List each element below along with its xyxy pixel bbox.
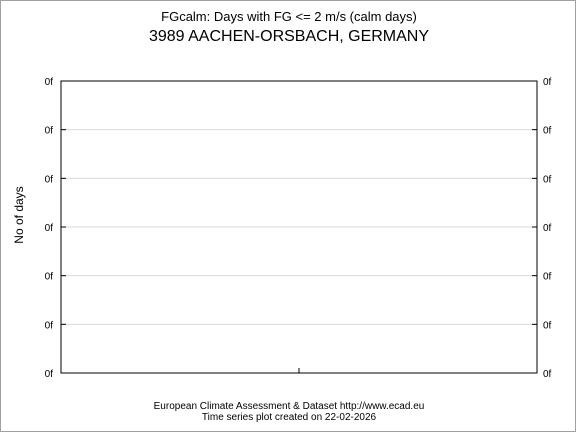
- y-tick-label-right: 0f: [543, 320, 552, 331]
- y-tick-label-right: 0f: [543, 174, 552, 185]
- chart-subtitle: 3989 AACHEN-ORSBACH, GERMANY: [148, 28, 430, 45]
- y-tick-label-left: 0f: [45, 320, 54, 331]
- y-tick-label-right: 0f: [543, 126, 552, 137]
- y-tick-label-right: 0f: [543, 272, 552, 283]
- y-tick-label-left: 0f: [45, 223, 54, 234]
- y-tick-label-left: 0f: [45, 272, 54, 283]
- y-tick-label-left: 0f: [45, 369, 54, 380]
- y-tick-label-left: 0f: [45, 77, 54, 88]
- y-tick-label-left: 0f: [45, 126, 54, 137]
- y-tick-label-right: 0f: [543, 77, 552, 88]
- y-tick-label-right: 0f: [543, 223, 552, 234]
- y-tick-label-right: 0f: [543, 369, 552, 380]
- chart-title: FGcalm: Days with FG <= 2 m/s (calm days…: [161, 9, 417, 24]
- footer-source: European Climate Assessment & Dataset ht…: [153, 401, 425, 412]
- footer-created: Time series plot created on 22-02-2026: [201, 412, 377, 423]
- y-tick-label-left: 0f: [45, 174, 54, 185]
